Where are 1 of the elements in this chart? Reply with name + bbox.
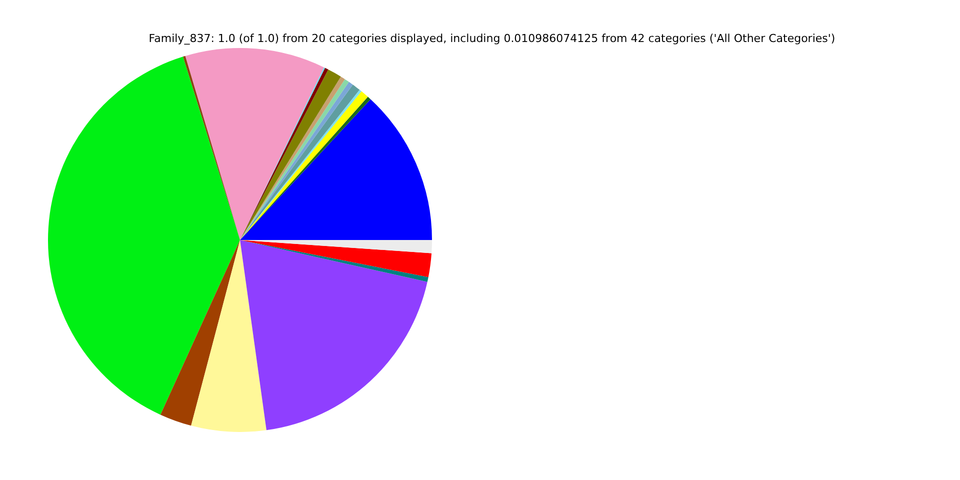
text: Family_837: 1.0 (of 1.0) from 20 categories displayed, including 0.010986074125 from 42 categories ('All Other Categories') xyxy=(148,32,836,45)
